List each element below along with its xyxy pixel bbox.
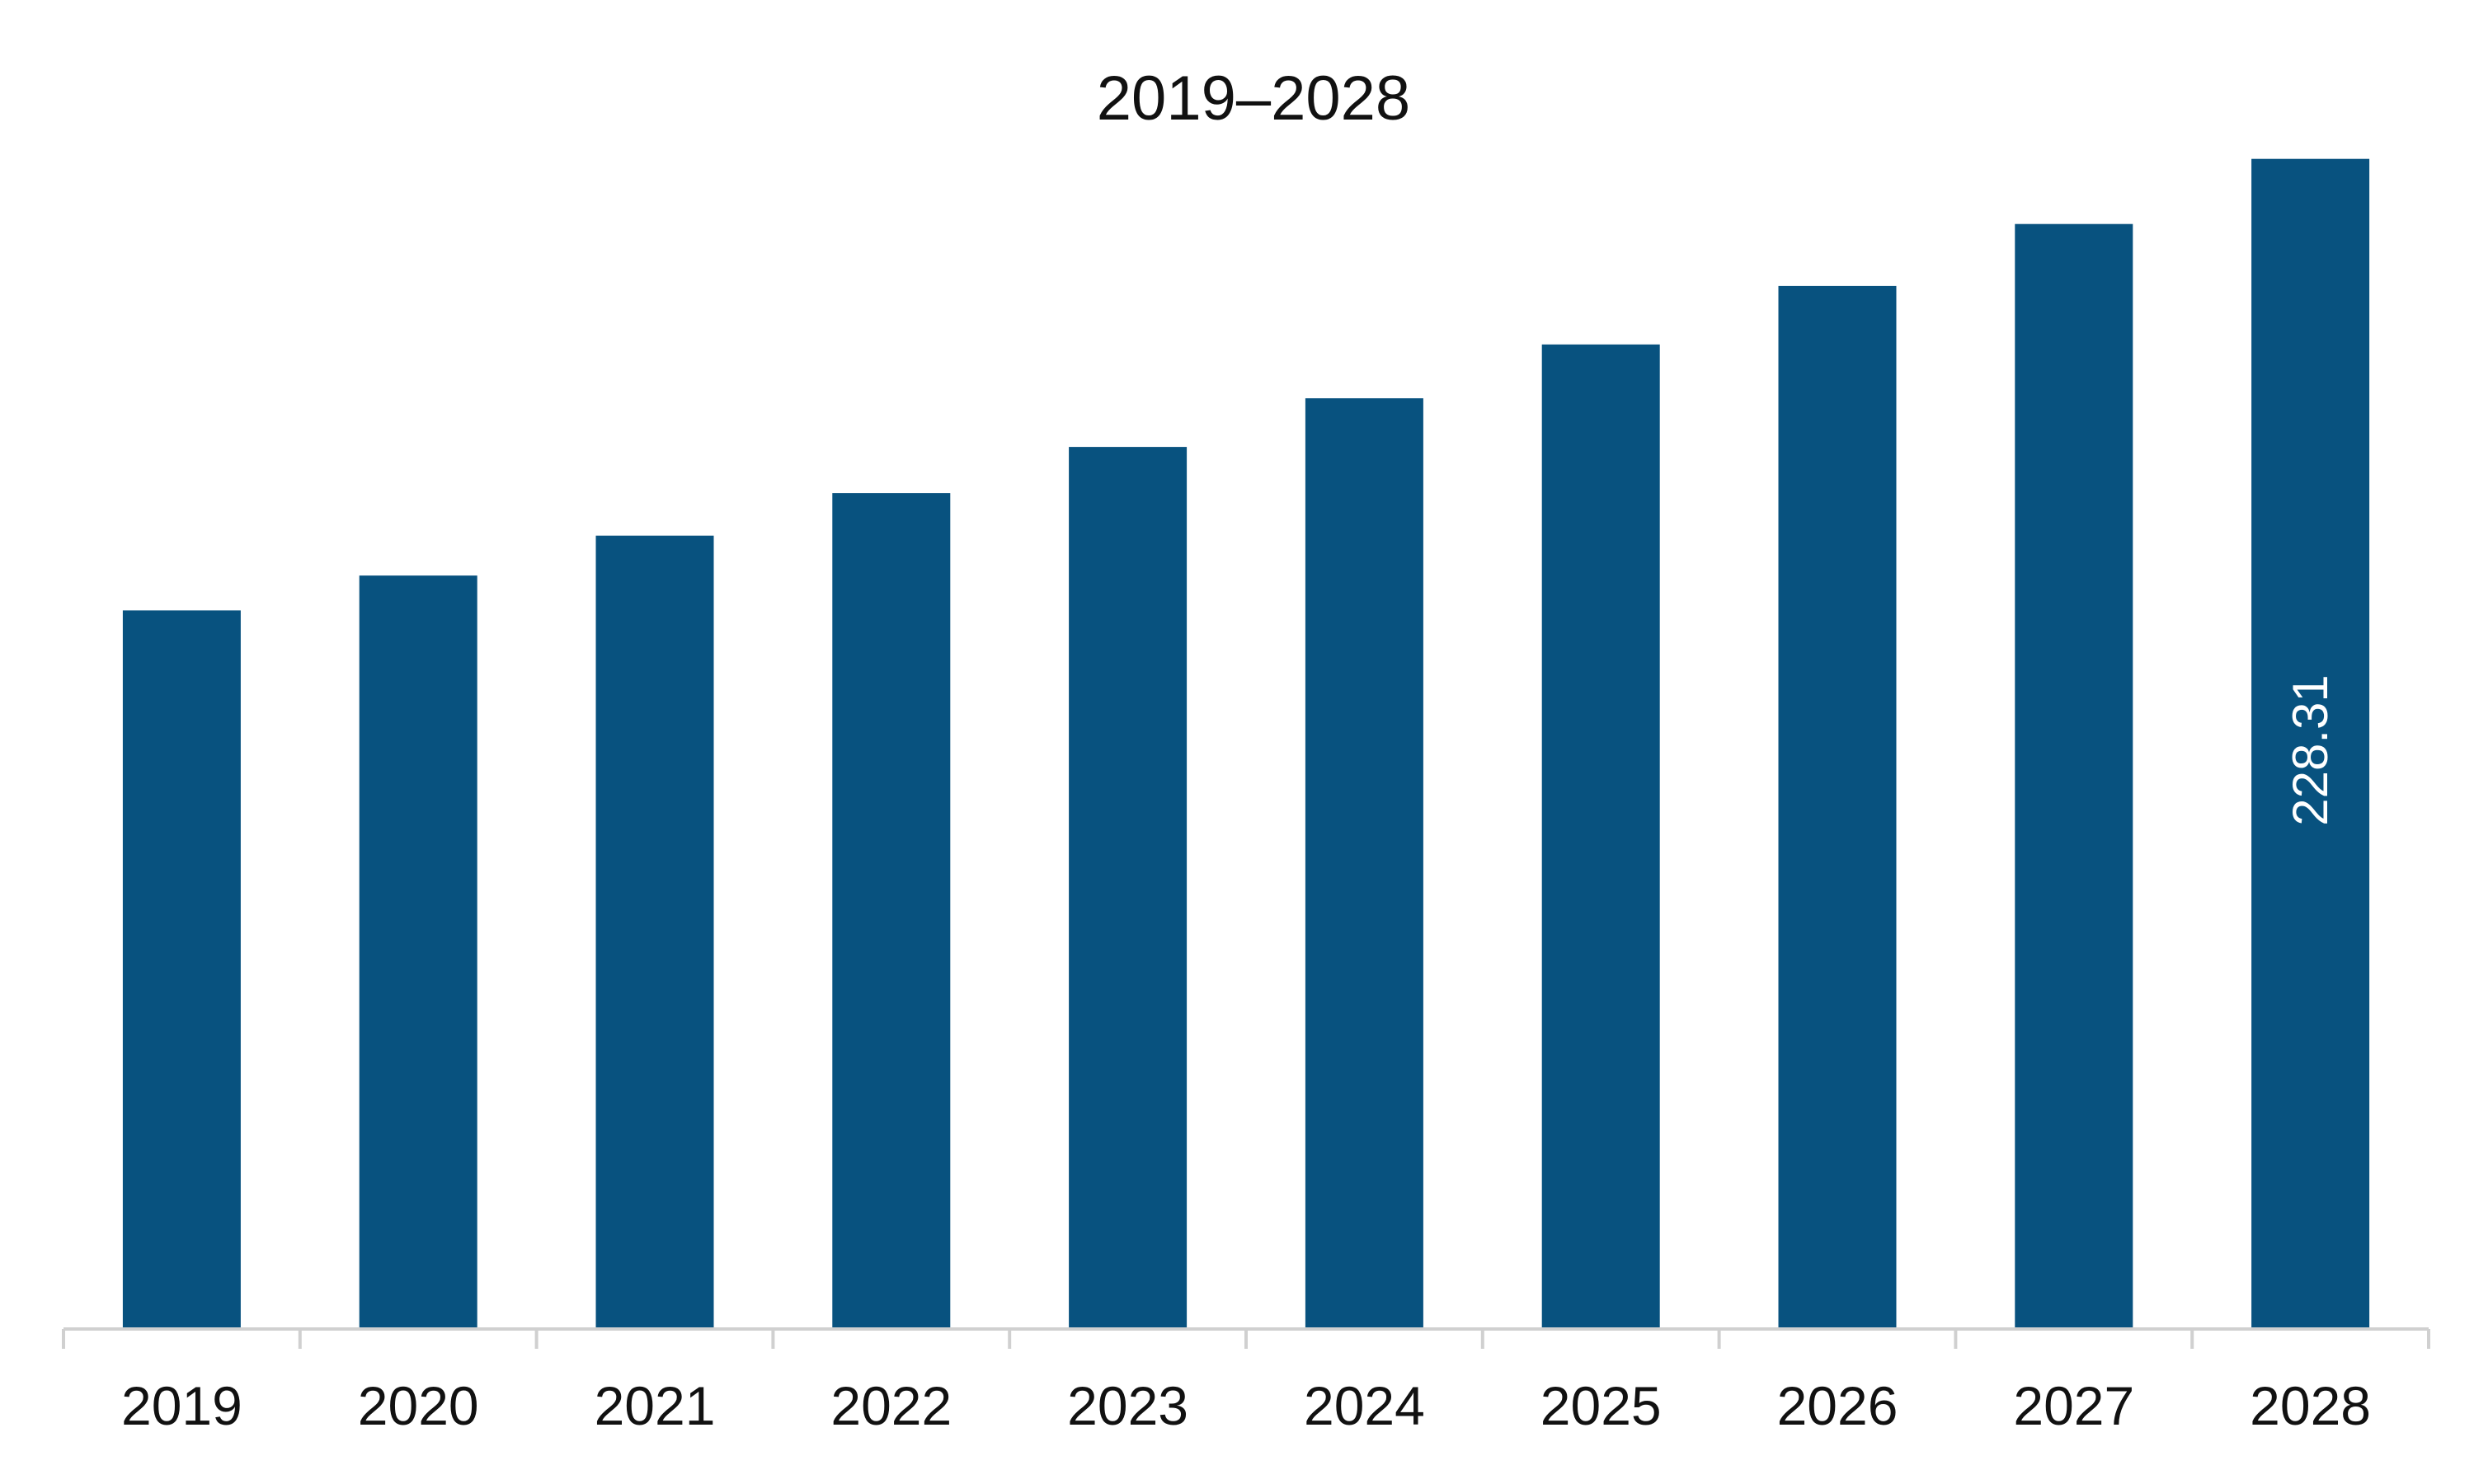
bar-2025 [1541, 344, 1660, 1329]
bar-2026 [1778, 285, 1897, 1329]
x-tick-label-2022: 2022 [830, 1375, 952, 1436]
bar-2023 [1069, 447, 1188, 1329]
x-tick-label-2020: 2020 [358, 1375, 479, 1436]
chart-title: 2019–2028 [1097, 63, 1410, 134]
bars-layer [122, 158, 2370, 1330]
x-tick-label-2023: 2023 [1067, 1375, 1188, 1436]
bar-2019 [122, 610, 241, 1329]
bar-2021 [595, 535, 714, 1329]
x-tick-label-2021: 2021 [595, 1375, 716, 1436]
x-tick-label-2025: 2025 [1540, 1375, 1662, 1436]
bar-2022 [832, 493, 951, 1329]
x-tick-label-2027: 2027 [2013, 1375, 2134, 1436]
labels-layer: 2019 2020 2021 2022 2023 2024 2025 2026 2027 2028… [121, 674, 2371, 1436]
x-tick-label-2028: 2028 [2250, 1375, 2371, 1436]
data-label-2028: 228.31 [2283, 674, 2338, 826]
x-tick-label-2026: 2026 [1777, 1375, 1898, 1436]
bar-2024 [1305, 398, 1423, 1330]
bar-2020 [359, 575, 477, 1329]
bar-2027 [2015, 223, 2133, 1330]
bar-2028 [2251, 158, 2370, 1330]
x-axis [62, 1327, 2430, 1349]
x-tick-label-2019: 2019 [121, 1375, 242, 1436]
x-tick-label-2024: 2024 [1304, 1375, 1425, 1436]
